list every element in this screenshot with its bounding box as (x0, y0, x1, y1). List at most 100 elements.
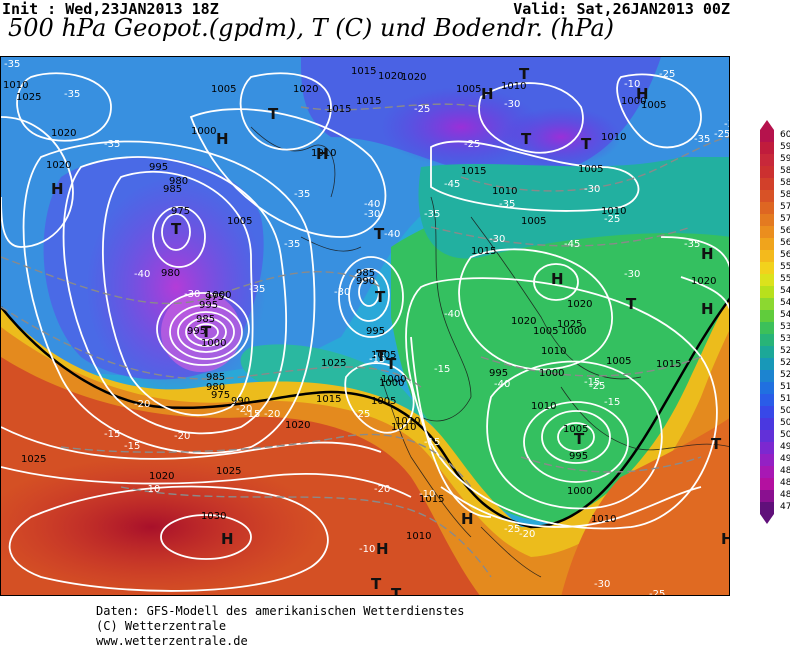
colorbar-label: 536 (780, 322, 790, 332)
colorbar-label: 576 (780, 202, 790, 212)
low-pressure-marker: T (268, 105, 279, 123)
pressure-label: 980 (206, 382, 226, 393)
colorbar-label: 552 (780, 274, 790, 284)
temperature-label: -35 (499, 199, 516, 210)
low-pressure-marker: T (521, 130, 532, 148)
colorbar-cell (760, 286, 774, 298)
valid-time: Valid: Sat,26JAN2013 00Z (513, 0, 730, 18)
temperature-label: -25 (589, 381, 606, 392)
temperature-label: -20 (374, 484, 391, 495)
temperature-label: -25 (649, 589, 666, 596)
high-pressure-marker: H (721, 532, 729, 547)
colorbar-label: 584 (780, 178, 790, 188)
contour-552 (1, 297, 729, 529)
temperature-label: -35 (4, 59, 21, 70)
pressure-label: 1020 (149, 471, 175, 482)
pressure-label: 1015 (326, 104, 352, 115)
pressure-label: 1015 (471, 246, 497, 257)
temperature-label: -20 (264, 409, 281, 420)
temperature-label: -25 (354, 409, 371, 420)
pressure-label: 1020 (378, 71, 404, 82)
pressure-label: 1010 (406, 531, 432, 542)
pressure-label: 980 (169, 176, 189, 187)
colorbar-label: 500 (780, 430, 790, 440)
pressure-label: 1010 (541, 346, 567, 357)
pressure-label: 995 (199, 300, 219, 311)
isobars (1, 72, 729, 592)
pressure-label: 1010 (601, 132, 627, 143)
temperature-label: -30 (334, 287, 351, 298)
high-pressure-marker: H (51, 180, 64, 198)
pressure-label: 985 (163, 184, 183, 195)
colorbar-label: 596 (780, 142, 790, 152)
colorbar-cell (760, 142, 774, 154)
temperature-label: -20 (174, 431, 191, 442)
colorbar-cell (760, 250, 774, 262)
pressure-label: 1000 (621, 96, 647, 107)
colorbar-cell (760, 166, 774, 178)
temperature-label: -40 (444, 309, 461, 320)
temperature-label: -15 (369, 354, 386, 365)
high-pressure-marker: H (551, 270, 564, 288)
colorbar-cell (760, 454, 774, 466)
pressure-label: 975 (211, 390, 231, 401)
pressure-label: 1020 (46, 160, 72, 171)
temperature-label: -40 (364, 199, 381, 210)
colorbar-cell (760, 178, 774, 190)
temperature-label: -15 (584, 377, 601, 388)
colorbar-label: 492 (780, 454, 790, 464)
colorbar-cell (760, 322, 774, 334)
low-pressure-marker: T (375, 288, 386, 306)
pressure-label: 995 (569, 451, 589, 462)
temperature-label: -20 (236, 404, 253, 415)
low-pressure-marker: T (574, 430, 585, 448)
colorbar-cell (760, 310, 774, 322)
colorbar-label: 496 (780, 442, 790, 452)
high-pressure-marker: H (481, 85, 494, 103)
colorbar-cell (760, 346, 774, 358)
temperature-label: -35 (104, 139, 121, 150)
colorbar-label: 580 (780, 190, 790, 200)
colorbar-label: 504 (780, 418, 790, 428)
colorbar-cell (760, 130, 774, 142)
colorbar-label: 588 (780, 166, 790, 176)
pressure-label: 1025 (557, 319, 583, 330)
temperature-label: -15 (104, 429, 121, 440)
pressure-label: 1025 (16, 92, 42, 103)
low-pressure-marker: T (519, 65, 530, 83)
colorbar-label: 548 (780, 286, 790, 296)
low-pressure-marker: T (391, 585, 402, 596)
pressure-label: 995 (149, 162, 169, 173)
colorbar-label: 568 (780, 226, 790, 236)
temperature-label: -25 (464, 139, 481, 150)
pressure-label: 1030 (201, 511, 227, 522)
colorbar-cell (760, 466, 774, 478)
high-pressure-marker: H (316, 145, 329, 163)
pressure-label: 1010 (391, 422, 417, 433)
temperature-label: -45 (564, 239, 581, 250)
colorbar-label: 524 (780, 358, 790, 368)
temperature-label: -10 (419, 489, 436, 500)
temperature-label: -10 (359, 544, 376, 555)
pressure-label: 1020 (691, 276, 717, 287)
colorbar-cell (760, 430, 774, 442)
pressure-label: 1020 (401, 72, 427, 83)
temperature-label: -25 (504, 524, 521, 535)
pressure-label: 975 (171, 206, 191, 217)
colorbar-arrows (760, 120, 774, 524)
pressure-label: 1025 (321, 358, 347, 369)
pressure-label: 1000 (381, 374, 407, 385)
temperature-label: -35 (284, 239, 301, 250)
temperature-label: -30 (184, 289, 201, 300)
low-pressure-marker: T (171, 220, 182, 238)
colorbar-cell (760, 202, 774, 214)
colorbar-label: 564 (780, 238, 790, 248)
pressure-label: 1005 (641, 100, 667, 111)
pressure-label: 1020 (511, 316, 537, 327)
temperature-label: -35 (64, 89, 81, 100)
colorbar-cell (760, 502, 774, 514)
pressure-label: 1015 (356, 96, 382, 107)
pressure-label: 1010 (531, 401, 557, 412)
colorbar-cell (760, 370, 774, 382)
low-pressure-marker: T (386, 355, 397, 373)
